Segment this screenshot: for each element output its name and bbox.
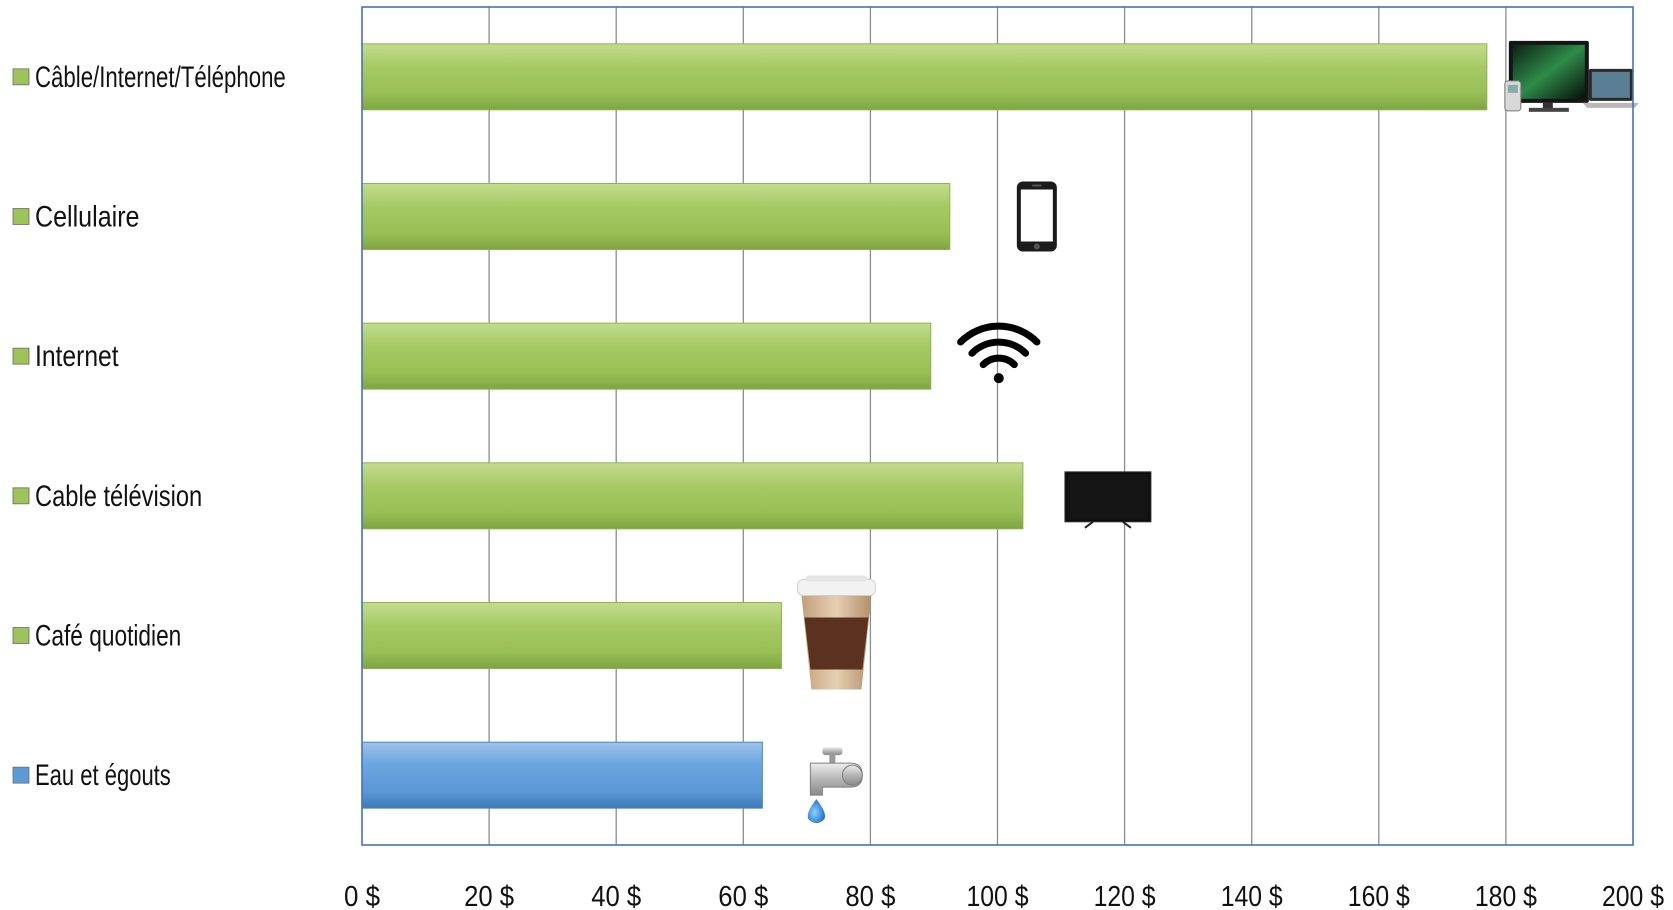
category-label-internet: Internet: [12, 340, 119, 373]
tv-laptop-phone-icon: [1504, 40, 1639, 112]
bar-cable-internet-telephone: [361, 43, 1488, 111]
x-tick-label-140: 140 $: [1221, 881, 1283, 910]
water-faucet-icon: [807, 747, 863, 824]
category-text-cellulaire: Cellulaire: [35, 201, 140, 234]
x-tick-label-120: 120 $: [1094, 881, 1156, 910]
x-tick-label-80: 80 $: [845, 881, 895, 910]
x-tick-label-20: 20 $: [464, 881, 514, 910]
x-tick-label-100: 100 $: [967, 881, 1029, 910]
x-tick-label-0: 0 $: [344, 881, 380, 910]
x-tick-labels: 0 $ 20 $ 40 $ 60 $ 80 $ 100 $ 120 $ 140 $ 160 $ 1…: [344, 881, 1664, 910]
television-icon: [1064, 471, 1152, 529]
category-text-internet: Internet: [35, 340, 119, 373]
category-text-eau-et-egouts: Eau et égouts: [35, 759, 171, 792]
category-marker-internet: [12, 347, 30, 365]
bar-cafe-quotidien: [361, 602, 782, 669]
bar-cellulaire: [361, 183, 951, 250]
bar-internet: [361, 322, 932, 390]
category-label-cellulaire: Cellulaire: [12, 201, 140, 234]
category-marker-cable-internet-telephone: [12, 68, 30, 86]
category-text-cable-internet-telephone: Câble/Internet/Téléphone: [35, 61, 286, 94]
category-label-cable-television: Cable télévision: [12, 480, 202, 513]
x-tick-label-200: 200 $: [1602, 881, 1664, 910]
grid-lines: [488, 7, 1507, 845]
wifi-icon: [957, 322, 1041, 384]
category-labels: Câble/Internet/Téléphone Cellulaire Intern…: [12, 61, 286, 792]
category-text-cafe-quotidien: Café quotidien: [35, 620, 181, 653]
category-marker-eau-et-egouts: [12, 766, 30, 784]
bar-eau-et-egouts: [361, 741, 763, 809]
bars: [361, 43, 1488, 809]
coffee-cup-icon: [796, 575, 876, 690]
category-label-cafe-quotidien: Café quotidien: [12, 620, 181, 653]
category-label-cable-internet-telephone: Câble/Internet/Téléphone: [12, 61, 286, 94]
plot-area-border: [361, 6, 1634, 846]
category-marker-cable-television: [12, 487, 30, 505]
x-tick-label-160: 160 $: [1348, 881, 1410, 910]
x-tick-label-180: 180 $: [1475, 881, 1537, 910]
plot-frame: [361, 6, 1634, 846]
category-marker-cafe-quotidien: [12, 627, 30, 644]
category-text-cable-television: Cable télévision: [35, 480, 202, 513]
x-tick-label-40: 40 $: [591, 881, 641, 910]
x-tick-label-60: 60 $: [718, 881, 768, 910]
category-label-eau-et-egouts: Eau et égouts: [12, 759, 171, 792]
bar-cable-television: [361, 462, 1024, 530]
bar-icons: [796, 40, 1639, 824]
smartphone-icon: [1016, 181, 1057, 252]
category-marker-cellulaire: [12, 208, 30, 225]
